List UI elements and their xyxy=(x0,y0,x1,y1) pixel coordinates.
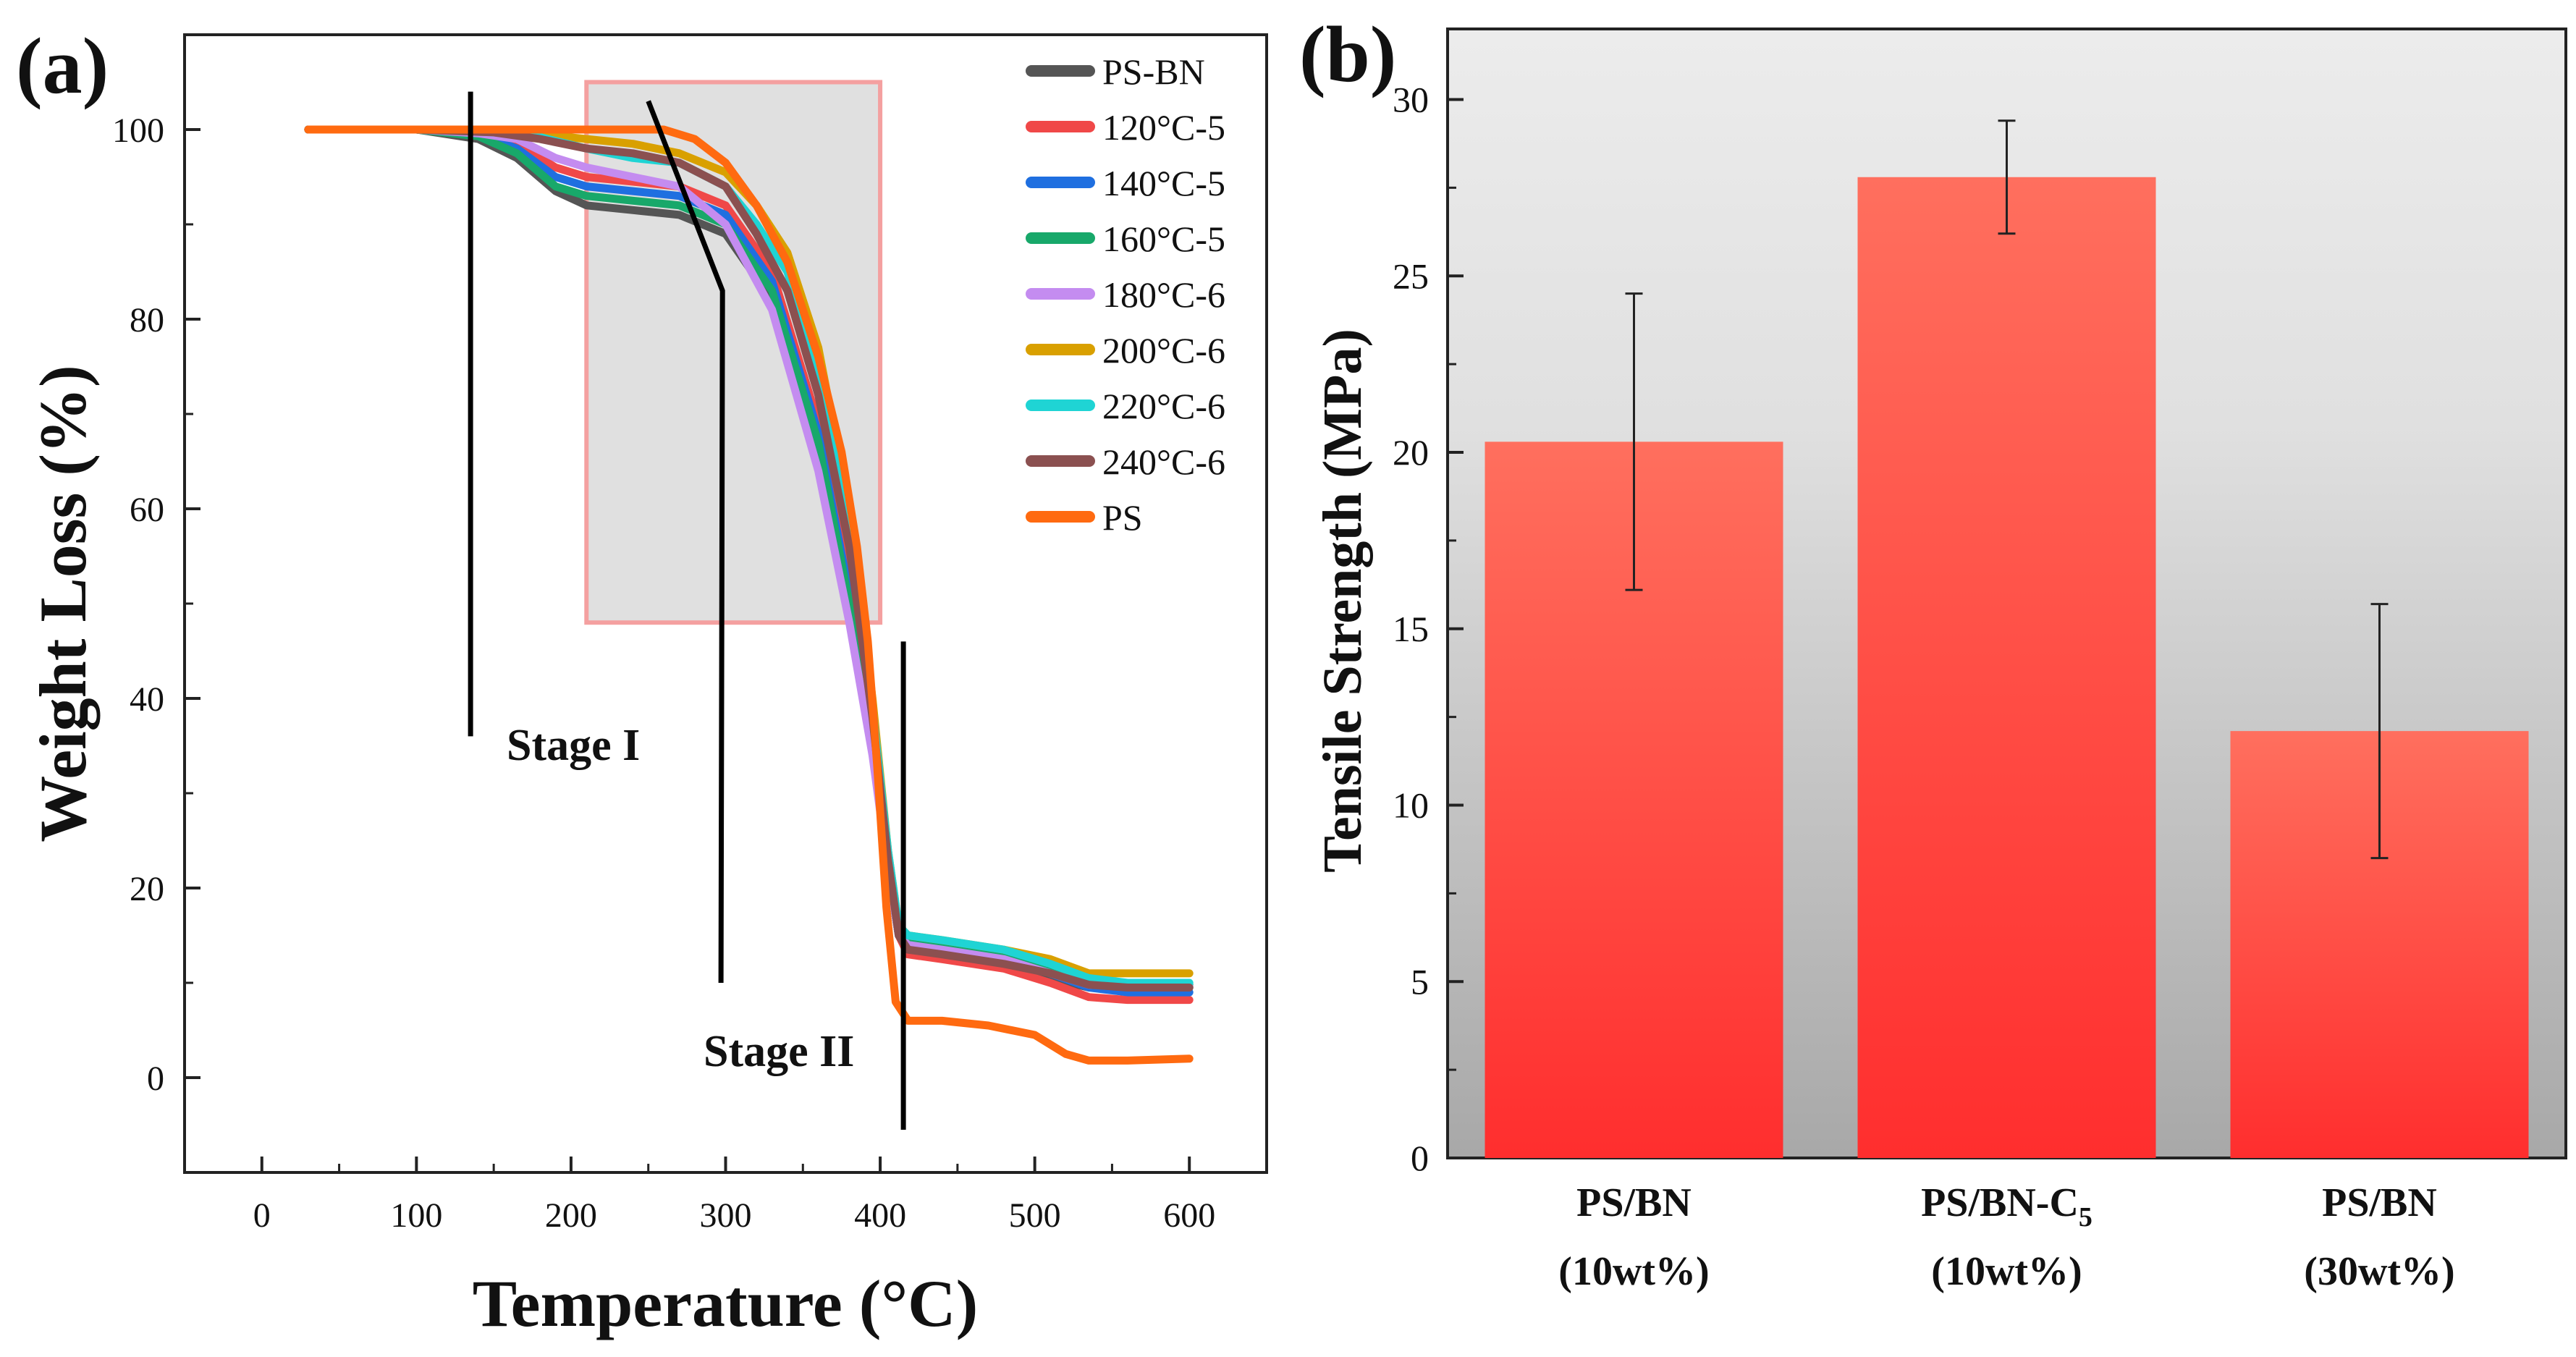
y-tick-label: 0 xyxy=(1411,1138,1429,1178)
legend-label: 140°C-5 xyxy=(1102,163,1225,203)
x-tick-label: 100 xyxy=(390,1196,442,1235)
panel-b: (b) 0 5 10 15 20 25 30 PS/BN (10wt%) PS/BN-C5 (10… xyxy=(1299,10,2567,1294)
y-tick-label: 10 xyxy=(1393,785,1429,826)
stage-2-label: Stage II xyxy=(704,1027,854,1076)
stage-marker-line-1 xyxy=(646,100,725,984)
legend-label: 160°C-5 xyxy=(1102,219,1225,259)
y-tick-label: 60 xyxy=(130,491,164,529)
legend: PS-BN 120°C-5 140°C-5 160°C-5 180°C-6 200°C-6… xyxy=(1026,51,1225,538)
y-tick-label: 40 xyxy=(130,680,164,719)
legend-label: 200°C-6 xyxy=(1102,330,1225,371)
panel-b-bars xyxy=(1485,177,2529,1158)
legend-label: 220°C-6 xyxy=(1102,386,1225,426)
bar-1 xyxy=(1857,177,2156,1158)
panel-a-x-axis-label: Temperature (°C) xyxy=(473,1267,979,1340)
panel-b-category-labels: PS/BN (10wt%) PS/BN-C5 (10wt%) PS/BN (30wt%) xyxy=(1558,1180,2454,1294)
y-tick-label: 25 xyxy=(1393,255,1429,296)
category-label-line2: (30wt%) xyxy=(2304,1249,2454,1294)
panel-a-y-axis-label: Weight Loss (%) xyxy=(26,365,100,842)
panel-a-x-ticks: 0 100 200 300 400 500 600 xyxy=(183,1157,1268,1235)
x-tick-label: 200 xyxy=(545,1196,597,1235)
category-label-subscript: 5 xyxy=(2079,1202,2093,1233)
category-label-line2: (10wt%) xyxy=(1558,1249,1709,1294)
legend-label: 180°C-6 xyxy=(1102,274,1225,315)
legend-label: PS-BN xyxy=(1102,51,1205,92)
x-tick-label: 300 xyxy=(700,1196,752,1235)
y-tick-label: 20 xyxy=(130,870,164,908)
stage-1-label: Stage I xyxy=(507,721,640,770)
panel-b-label: (b) xyxy=(1299,10,1396,98)
stage-markers xyxy=(468,91,906,1130)
y-tick-label: 15 xyxy=(1393,609,1429,649)
y-tick-label: 20 xyxy=(1393,432,1429,473)
panel-b-error-bars xyxy=(1625,119,2389,860)
y-tick-label: 30 xyxy=(1393,80,1429,120)
series-line-7 xyxy=(304,125,1194,992)
series-line-3 xyxy=(304,125,1194,989)
y-tick-label: 0 xyxy=(147,1060,164,1098)
y-tick-label: 80 xyxy=(130,301,164,339)
x-tick-label: 600 xyxy=(1163,1196,1215,1235)
x-tick-label: 0 xyxy=(253,1196,271,1235)
panel-a-y-ticks: 0 20 40 60 80 100 xyxy=(112,33,200,1174)
category-label-line2: (10wt%) xyxy=(1931,1249,2082,1294)
x-tick-label: 500 xyxy=(1009,1196,1061,1235)
y-tick-label: 100 xyxy=(112,111,164,150)
series-line-8 xyxy=(304,125,1194,1065)
panel-a-series-group xyxy=(304,125,1194,1065)
category-label-line1: PS/BN-C5 xyxy=(1921,1180,2093,1233)
panel-a: (a) 0 100 200 300 400 500 600 0 20 40 60 80 100 Tem… xyxy=(16,22,1268,1340)
legend-label: PS xyxy=(1102,497,1143,538)
category-label-line1: PS/BN xyxy=(1576,1180,1692,1225)
y-tick-label: 5 xyxy=(1411,961,1429,1002)
legend-label: 240°C-6 xyxy=(1102,441,1225,482)
panel-a-label: (a) xyxy=(16,22,109,110)
panel-b-y-axis-label: Tensile Strength (MPa) xyxy=(1312,329,1373,873)
category-label-line1: PS/BN xyxy=(2322,1180,2437,1225)
legend-label: 120°C-5 xyxy=(1102,107,1225,148)
panel-b-y-ticks: 0 5 10 15 20 25 30 xyxy=(1393,80,1464,1178)
x-tick-label: 400 xyxy=(854,1196,906,1235)
